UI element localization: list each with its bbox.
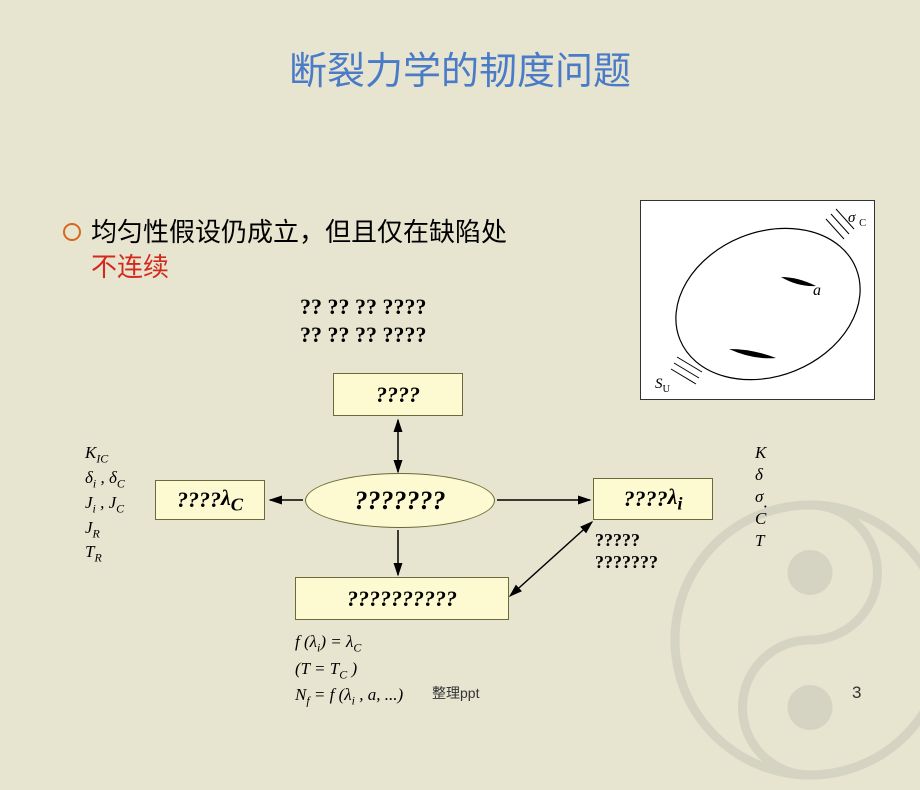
math-right: K δ σ C· T <box>755 442 771 552</box>
bullet-text: 均匀性假设仍成立，但且仅在缺陷处 不连续 <box>91 215 507 285</box>
node-right: ????λi <box>593 478 713 520</box>
node-left: ????λC <box>155 480 265 520</box>
node-right-label: ???? <box>624 486 668 512</box>
qmarks-top-line2: ?? ?? ?? ???? <box>300 321 427 349</box>
slide-title: 断裂力学的韧度问题 <box>0 40 920 95</box>
qmarks-top-line1: ?? ?? ?? ???? <box>300 293 427 321</box>
node-left-label: ???? <box>177 487 221 513</box>
node-top: ???? <box>333 373 463 416</box>
bullet-row: 均匀性假设仍成立，但且仅在缺陷处 不连续 <box>63 215 507 285</box>
qmarks-right-l2: ??????? <box>595 552 658 574</box>
figure-svg <box>641 201 876 401</box>
qmarks-right-l1: ????? <box>595 530 658 552</box>
figure-label-su: SU <box>655 375 670 397</box>
figure-label-a: a <box>813 281 821 302</box>
figure-label-sigma: σ C <box>848 209 866 231</box>
node-bottom: ?????????? <box>295 577 509 620</box>
math-bottom: f (λi) = λC (T = TC ) Nf = f (λi , a, ..… <box>295 630 403 710</box>
figure-box: σ C a SU <box>640 200 875 400</box>
bullet-part2: 不连续 <box>91 253 169 282</box>
page-number: 3 <box>852 683 861 703</box>
bullet-part1: 均匀性假设仍成立，但且仅在缺陷处 <box>91 218 507 247</box>
math-left: KIC δi , δC Ji , JC JR TR <box>85 442 125 566</box>
footer-label: 整理ppt <box>432 683 479 703</box>
bullet-marker <box>63 223 81 241</box>
watermark <box>660 490 920 790</box>
qmarks-right: ????? ??????? <box>595 530 658 573</box>
node-center: ??????? <box>305 473 495 528</box>
qmarks-top: ?? ?? ?? ???? ?? ?? ?? ???? <box>300 293 427 348</box>
